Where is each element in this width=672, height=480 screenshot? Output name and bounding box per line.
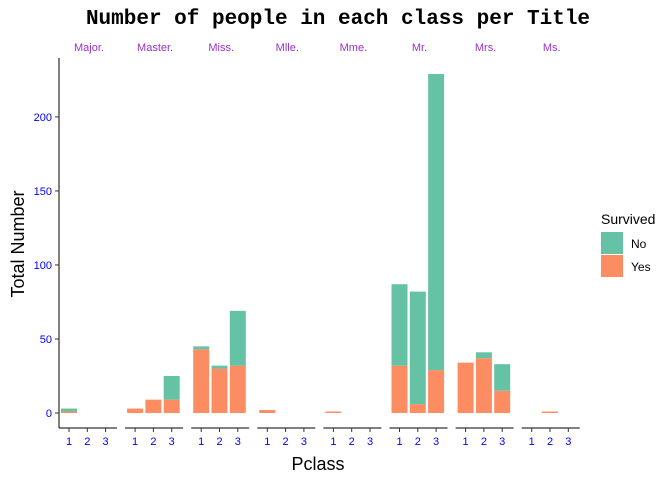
facet-label: Miss. <box>208 42 234 54</box>
x-tick-label: 3 <box>169 436 175 448</box>
legend-key-yes <box>601 255 623 277</box>
legend-title: Survived <box>601 211 655 227</box>
y-axis-label: Total Number <box>8 190 28 297</box>
y-tick-label: 0 <box>46 408 52 420</box>
facet-label: Master. <box>137 42 173 54</box>
bar-yes <box>542 411 558 413</box>
bar-yes <box>475 358 492 413</box>
facet-panel: Major. 1 2 3 <box>59 42 117 448</box>
x-tick-label: 3 <box>301 436 307 448</box>
bar-yes <box>325 411 342 413</box>
bar-yes <box>494 390 511 413</box>
bar-yes <box>127 408 144 413</box>
legend-key-no <box>601 232 623 254</box>
y-axis: 0 50 100 150 200 <box>34 58 60 428</box>
x-tick-label: 1 <box>198 436 204 448</box>
bar-no <box>61 408 77 412</box>
facet-panel: Mlle. 1 2 3 <box>257 42 316 448</box>
x-tick-label: 1 <box>66 436 72 448</box>
bar-yes <box>229 365 246 413</box>
bar-no <box>193 346 210 350</box>
x-tick-label: 1 <box>132 436 138 448</box>
legend-label-yes: Yes <box>631 260 651 274</box>
bar-yes <box>391 365 408 413</box>
x-tick-label: 3 <box>499 436 505 448</box>
x-tick-label: 3 <box>235 436 241 448</box>
bar-no <box>494 364 511 391</box>
bar-yes <box>457 362 474 413</box>
bar-no <box>391 284 408 366</box>
x-tick-label: 2 <box>415 436 421 448</box>
bar-no <box>211 365 228 369</box>
y-tick-label: 150 <box>34 186 52 198</box>
x-tick-label: 1 <box>529 436 535 448</box>
x-tick-label: 2 <box>216 436 222 448</box>
x-tick-label: 2 <box>547 436 553 448</box>
bar-no <box>409 291 426 405</box>
bar-yes <box>193 349 210 413</box>
facet-label: Mlle. <box>276 42 299 54</box>
bar-no <box>163 375 180 400</box>
facet-panel: Ms. 1 2 3 <box>521 42 580 448</box>
facet-panel: Mme. 1 2 3 <box>323 42 382 448</box>
chart-title: Number of people in each class per Title <box>86 8 590 31</box>
y-tick-label: 100 <box>34 260 52 272</box>
x-tick-label: 1 <box>330 436 336 448</box>
bar-no <box>475 352 492 359</box>
legend-label-no: No <box>631 237 647 251</box>
facet-panel: Master. 1 2 3 <box>125 42 184 448</box>
bar-no <box>428 74 445 371</box>
x-tick-label: 3 <box>565 436 571 448</box>
x-tick-label: 3 <box>367 436 373 448</box>
facet-panel: Mr. 1 2 3 <box>389 42 448 448</box>
bar-yes <box>163 399 180 413</box>
x-tick-label: 3 <box>103 436 109 448</box>
bar-no <box>229 310 246 366</box>
facet-label: Mme. <box>340 42 368 54</box>
x-tick-label: 2 <box>84 436 90 448</box>
x-tick-label: 2 <box>283 436 289 448</box>
x-tick-label: 1 <box>463 436 469 448</box>
bar-yes <box>145 399 162 413</box>
x-tick-label: 3 <box>433 436 439 448</box>
y-tick-label: 50 <box>40 334 52 346</box>
bar-yes <box>61 411 77 413</box>
bar-yes <box>259 410 276 413</box>
facet-label: Mr. <box>412 42 427 54</box>
facet-panel: Miss. 1 2 3 <box>191 42 250 448</box>
bar-yes <box>409 404 426 413</box>
x-tick-label: 1 <box>396 436 402 448</box>
x-tick-label: 2 <box>349 436 355 448</box>
bar-yes <box>428 370 445 413</box>
legend: Survived No Yes <box>601 211 655 277</box>
facet-panel: Mrs. 1 2 3 <box>455 42 514 448</box>
facet-label: Mrs. <box>475 42 496 54</box>
facet-label: Major. <box>74 42 104 54</box>
x-axis-label: Pclass <box>291 454 344 474</box>
bar-yes <box>211 368 228 413</box>
x-tick-label: 2 <box>150 436 156 448</box>
facet-label: Ms. <box>543 42 561 54</box>
x-tick-label: 2 <box>481 436 487 448</box>
y-tick-label: 200 <box>34 112 52 124</box>
x-tick-label: 1 <box>264 436 270 448</box>
